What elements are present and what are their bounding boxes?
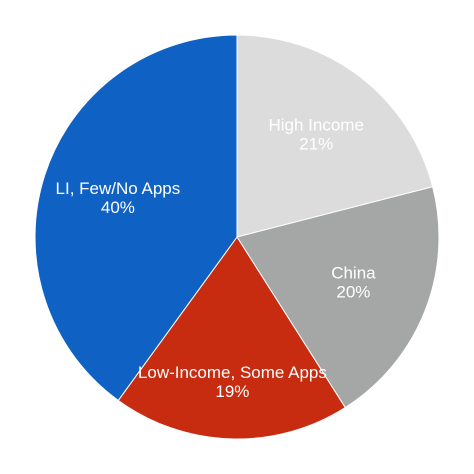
slice-percent-label-1: 21% [299, 134, 333, 153]
slice-percent-label-4: 40% [101, 198, 135, 217]
slice-label-4: LI, Few/No Apps [56, 179, 181, 198]
slice-label-1: High Income [268, 115, 363, 134]
slice-percent-label-3: 19% [215, 382, 249, 401]
pie-slices [34, 34, 440, 440]
pie-slice-3 [117, 236, 346, 440]
pie-slice-1 [236, 34, 434, 238]
slice-label-2: China [331, 264, 376, 283]
slice-label-3: Low-Income, Some Apps [138, 363, 327, 382]
pie-slice-2 [236, 186, 440, 409]
slice-percent-label-2: 20% [336, 283, 370, 302]
pie-slice-4 [34, 34, 238, 402]
